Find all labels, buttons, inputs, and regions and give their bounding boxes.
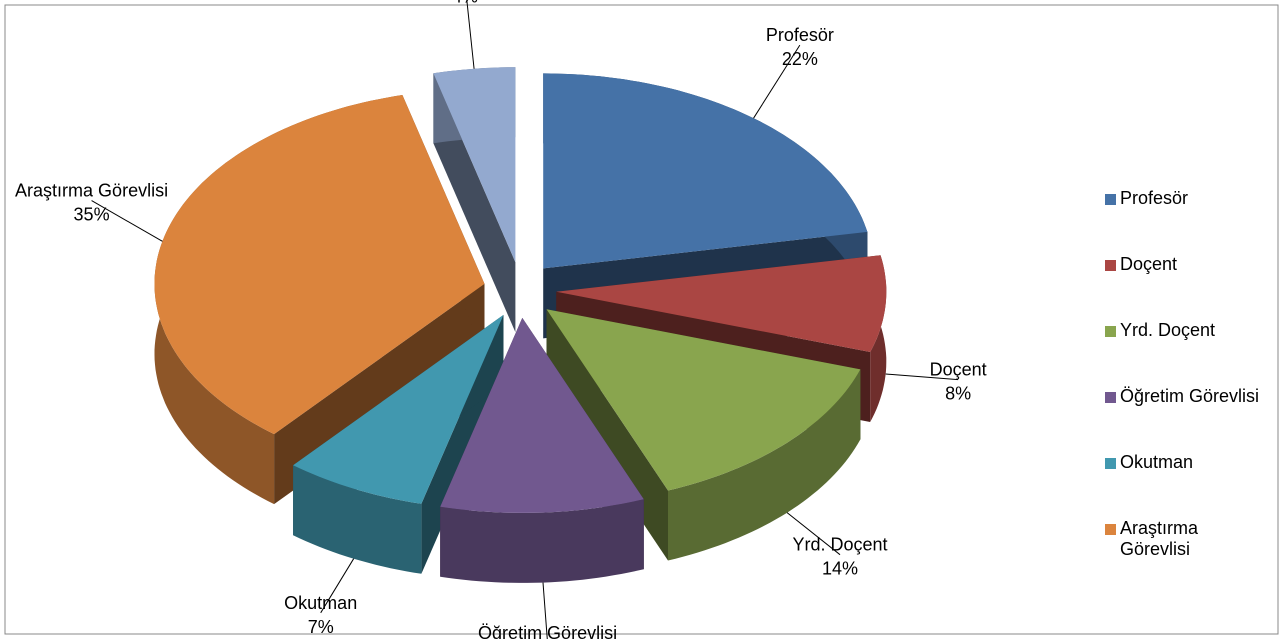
legend-entry: Öğretim Görevlisi [1105,386,1270,452]
legend-swatch [1105,260,1116,271]
data-label-value: 7% [308,617,334,637]
data-label-value: 22% [782,49,818,69]
slice-top [154,95,485,435]
data-label-name: Yrd. Doçent [792,535,887,555]
data-label-value: 8% [945,384,971,404]
legend-swatch [1105,458,1116,469]
legend-label: Yrd. Doçent [1120,320,1216,340]
legend-entry: Araştırma Görevlisi [1105,518,1270,580]
data-label-value: 14% [822,559,858,579]
legend: Profesör Doçent Yrd. Doçent Öğretim Görevli… [1105,188,1270,580]
legend-entry: Profesör [1105,188,1270,254]
data-label-name: Öğretim Görevlisi [478,623,617,639]
slice [440,317,644,583]
data-label-value: 35% [74,205,110,225]
slice-top [440,317,644,513]
slice-wall [440,499,644,583]
slice-top [546,309,861,491]
leader-line [320,558,355,614]
data-label-name: Okutman [284,593,357,613]
legend-label: Okutman [1120,452,1194,472]
slice-top [433,67,516,263]
slice-top [556,255,887,352]
legend-entry: Yrd. Doçent [1105,320,1270,386]
leader-line [753,44,801,119]
slice [433,67,516,333]
leader-line [786,512,841,556]
leader-line [91,200,163,242]
slice-wall [293,465,422,574]
legend-label: Profesör [1120,188,1189,208]
data-label-name: Doçent [930,360,987,380]
slice-top [543,73,868,269]
slice-wall [668,369,861,561]
legend-label: Doçent [1120,254,1178,274]
legend-swatch [1105,392,1116,403]
legend-entry: Okutman [1105,452,1270,518]
leader-line [885,373,959,381]
leader-line [466,0,475,69]
legend-swatch [1105,326,1116,337]
slice-top [293,314,504,504]
legend-label: Araştırma Görevlisi [1120,518,1199,559]
data-label-name: Profesör [766,25,834,45]
legend-swatch [1105,194,1116,205]
data-label-value: 4% [452,0,478,7]
legend-swatch [1105,524,1116,535]
legend-label: Öğretim Görevlisi [1120,386,1260,406]
legend-entry: Doçent [1105,254,1270,320]
data-label-name: Araştırma Görevlisi [15,181,168,201]
leader-line [542,582,548,639]
